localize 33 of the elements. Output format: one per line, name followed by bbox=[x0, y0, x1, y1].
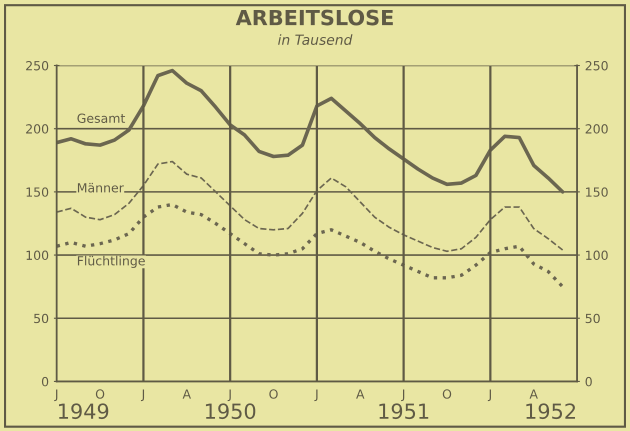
y2-tick-label: 100 bbox=[586, 250, 608, 260]
x-tick-label: A bbox=[182, 389, 191, 399]
series-label: Männer bbox=[78, 182, 124, 192]
y-tick-label: 100 bbox=[26, 250, 48, 260]
x-tick-label: J bbox=[314, 389, 318, 402]
y-tick-label: 200 bbox=[26, 124, 48, 134]
text: 1949 bbox=[58, 403, 108, 420]
x-tick-label: J bbox=[401, 389, 404, 402]
y2-tick-label: 50 bbox=[586, 314, 600, 324]
x-tick-label: O bbox=[269, 389, 278, 399]
x-tick-label: J bbox=[140, 389, 144, 402]
y-tick-label: 0 bbox=[42, 376, 48, 386]
y2-tick-label: 0 bbox=[586, 376, 592, 386]
x-tick-label: A bbox=[356, 389, 364, 399]
chart-subtitle: in Tausend bbox=[278, 34, 352, 45]
text: 1950 bbox=[206, 403, 256, 420]
y2-tick-label: 200 bbox=[586, 124, 608, 134]
text: 1952 bbox=[526, 403, 575, 420]
y-tick-label: 250 bbox=[26, 60, 48, 70]
y2-tick-label: 250 bbox=[586, 60, 608, 70]
y-tick-label: 50 bbox=[34, 314, 48, 324]
x-tick-label: O bbox=[96, 389, 104, 399]
x-tick-label: A bbox=[530, 389, 538, 399]
x-tick-label: J bbox=[488, 389, 491, 402]
series-label: Flüchtlinge bbox=[78, 256, 145, 268]
chart-title: ARBEITSLOSE bbox=[236, 10, 393, 26]
series-label: Gesamt bbox=[77, 114, 126, 123]
y-tick-label: 150 bbox=[26, 187, 48, 197]
x-tick-label: O bbox=[442, 389, 452, 399]
y2-tick-label: 150 bbox=[586, 187, 608, 197]
x-tick-label: J bbox=[54, 389, 58, 402]
x-tick-label: J bbox=[228, 389, 231, 402]
text: 1951 bbox=[379, 403, 428, 420]
